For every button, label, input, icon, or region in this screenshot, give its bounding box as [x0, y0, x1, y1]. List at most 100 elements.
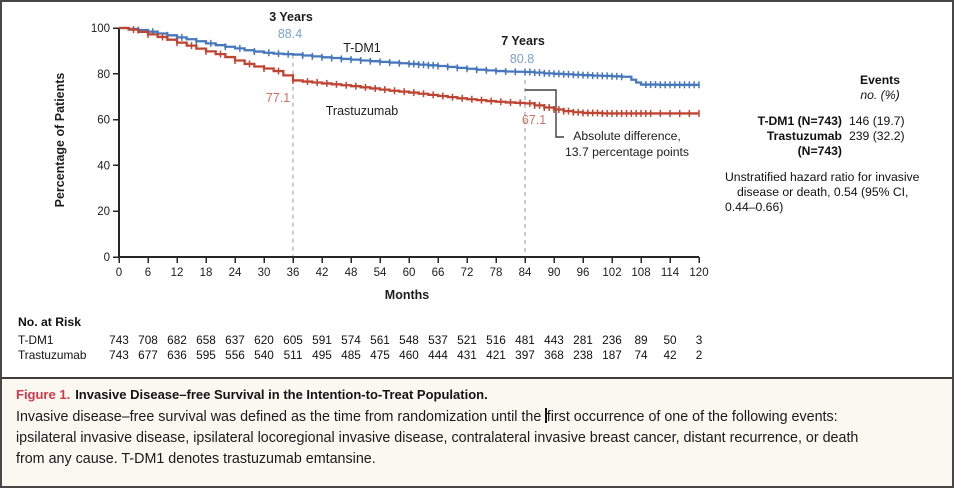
x-tick-label: 114	[661, 267, 680, 279]
events-row-trastuzumab: Trastuzumab 239 (32.2)	[712, 129, 911, 144]
risk-row-label: T-DM1	[18, 333, 54, 347]
events-label-tdm1: T-DM1 (N=743)	[757, 114, 842, 128]
tdm1-7-year-value: 80.8	[509, 52, 535, 66]
caption-line-1-pre: Invasive disease–free survival was defin…	[16, 409, 546, 425]
x-tick-label: 96	[577, 267, 590, 279]
timepoint-3-years-label: 3 Years	[269, 10, 313, 24]
x-tick-label: 60	[403, 267, 416, 279]
x-tick-label: 48	[345, 267, 358, 279]
tdm1-curve-label: T-DM1	[343, 41, 381, 55]
trastuzumab-7-year-value: 67.1	[521, 113, 547, 127]
risk-count: 636	[167, 348, 187, 362]
events-subheader-row: no. (%)	[712, 88, 911, 103]
y-axis-label: Percentage of Patients	[53, 72, 67, 208]
risk-count: 74	[634, 348, 648, 362]
x-tick-label: 18	[200, 267, 213, 279]
caption-title-text: Invasive Disease–free Survival in the In…	[75, 387, 488, 402]
risk-count: 556	[225, 348, 245, 362]
y-tick-label: 60	[97, 115, 110, 127]
events-header: Events	[860, 73, 900, 87]
events-row-n: (N=743)	[712, 144, 911, 159]
risk-count: 50	[663, 333, 677, 347]
timepoint-7-years-label: 7 Years	[501, 34, 545, 48]
x-tick-label: 6	[145, 267, 151, 279]
events-row-tdm1: T-DM1 (N=743) 146 (19.7)	[712, 114, 911, 129]
risk-count: 475	[370, 348, 390, 362]
caption-line-2: ipsilateral invasive disease, ipsilatera…	[16, 430, 859, 446]
risk-count: 591	[312, 333, 332, 347]
risk-count: 89	[634, 333, 648, 347]
risk-count: 485	[341, 348, 361, 362]
risk-count: 236	[602, 333, 622, 347]
x-axis-label: Months	[384, 288, 430, 302]
risk-count: 511	[283, 348, 303, 362]
y-tick-label: 20	[97, 206, 110, 218]
risk-count: 548	[399, 333, 419, 347]
risk-count: 595	[196, 348, 216, 362]
hazard-ratio-line2: disease or death, 0.54 (95% CI,	[737, 185, 909, 200]
x-tick-label: 42	[316, 267, 329, 279]
caption-area: Figure 1. Invasive Disease–free Survival …	[2, 377, 952, 486]
risk-count: 42	[663, 348, 677, 362]
absolute-difference-annotation: Absolute difference, 13.7 percentage poi…	[507, 129, 747, 160]
x-tick-label: 66	[432, 267, 445, 279]
risk-count: 743	[109, 348, 129, 362]
risk-row-label: Trastuzumab	[18, 348, 87, 362]
x-tick-label: 102	[602, 267, 621, 279]
risk-count: 460	[399, 348, 419, 362]
x-tick-label: 30	[258, 267, 271, 279]
risk-count: 368	[544, 348, 564, 362]
text-cursor	[545, 408, 547, 423]
risk-count: 238	[573, 348, 593, 362]
events-subheader-spacer	[712, 88, 842, 103]
x-tick-label: 24	[229, 267, 242, 279]
risk-count: 495	[312, 348, 332, 362]
events-subheader: no. (%)	[860, 88, 900, 102]
events-header-spacer	[712, 73, 842, 88]
events-value-trastuzumab: 239 (32.2)	[849, 129, 905, 143]
risk-count: 443	[544, 333, 564, 347]
risk-count: 3	[695, 333, 703, 347]
risk-count: 281	[573, 333, 593, 347]
absolute-difference-line2: 13.7 percentage points	[565, 144, 689, 159]
caption-body: Invasive disease–free survival was defin…	[16, 407, 858, 470]
risk-count: 2	[695, 348, 703, 362]
risk-table-title: No. at Risk	[18, 315, 81, 329]
risk-count: 561	[370, 333, 390, 347]
risk-count: 574	[341, 333, 361, 347]
y-tick-label: 40	[97, 160, 110, 172]
caption-line-3: from any cause. T-DM1 denotes trastuzuma…	[16, 451, 376, 467]
tdm1-3-year-value: 88.4	[277, 27, 303, 41]
risk-count: 620	[254, 333, 274, 347]
x-tick-label: 36	[287, 267, 300, 279]
trastuzumab-3-year-value: 77.1	[265, 91, 291, 105]
caption-line-1-post: first occurrence of one of the following…	[546, 409, 838, 425]
hazard-ratio-note: Unstratified hazard ratio for invasive d…	[725, 170, 952, 216]
risk-count: 605	[283, 333, 303, 347]
events-label-n: (N=743)	[797, 144, 842, 158]
events-panel: Events no. (%) T-DM1 (N=743) 146 (19.7) …	[712, 73, 911, 159]
figure-number: Figure 1.	[16, 387, 71, 402]
difference-bracket	[525, 89, 564, 138]
y-tick-label: 80	[97, 69, 110, 81]
risk-count: 658	[196, 333, 216, 347]
events-header-row: Events	[712, 73, 911, 88]
events-value-n	[849, 144, 911, 159]
risk-count: 444	[428, 348, 448, 362]
y-tick-label: 0	[104, 252, 110, 264]
caption-line-1: Invasive disease–free survival was defin…	[16, 407, 858, 428]
trastuzumab-curve-label: Trastuzumab	[325, 104, 399, 118]
x-tick-label: 0	[116, 267, 122, 279]
risk-count: 682	[167, 333, 187, 347]
tdm1-survival-curve	[119, 26, 699, 86]
risk-count: 397	[515, 348, 535, 362]
risk-count: 516	[486, 333, 506, 347]
risk-count: 421	[486, 348, 506, 362]
caption-title: Figure 1. Invasive Disease–free Survival …	[16, 387, 488, 402]
risk-count: 677	[138, 348, 158, 362]
risk-count: 708	[138, 333, 158, 347]
survival-plot-svg: 0 20 40 60 80 100 0 6 12 18 24 30 36 42 48 54 60 66 72 78 84…	[91, 23, 709, 279]
absolute-difference-line1: Absolute difference,	[573, 129, 681, 143]
events-value-tdm1: 146 (19.7)	[849, 114, 905, 128]
